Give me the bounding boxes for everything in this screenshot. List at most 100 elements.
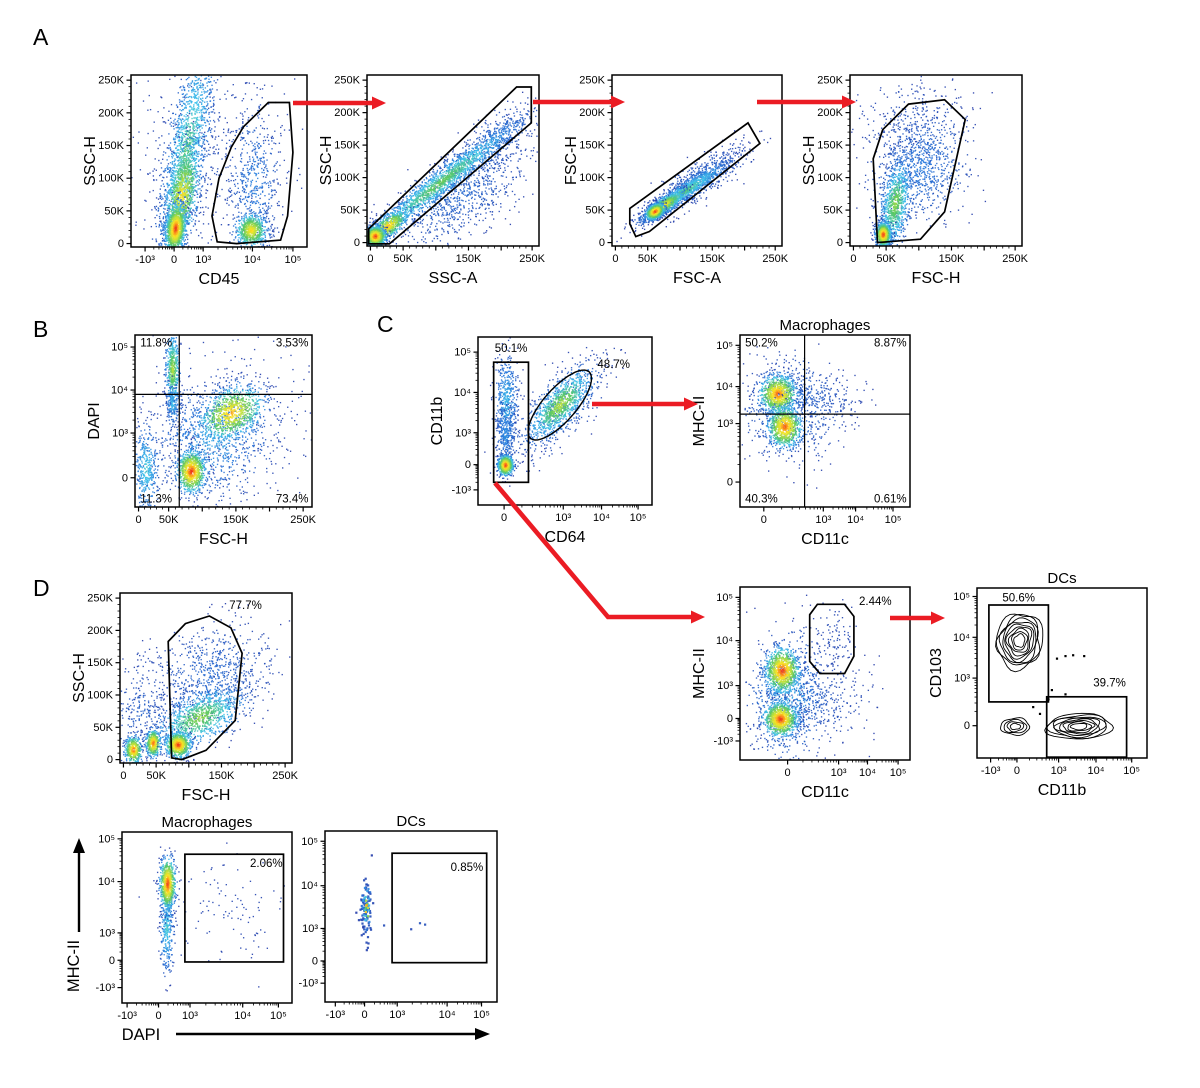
- outlier-dot: [1032, 706, 1035, 709]
- y-axis-label: MHC-II: [691, 648, 708, 699]
- plot-a2: 0 50K 150K 250K SSC-A 0 50K 100K 150K 200K 250K SSC…: [317, 55, 555, 292]
- y-tick-label: 0: [599, 237, 605, 249]
- y-tick-label: 250K: [817, 75, 843, 87]
- y-tick-label: 250K: [334, 75, 360, 87]
- plot-overlay-c_cd64: 0 10³ 10⁴ 10⁵ CD64 -10³ 0 10³ 10⁴ 10⁵ CD11b 50.1% 48…: [429, 336, 653, 546]
- plot-frame: [849, 74, 1023, 247]
- gate-percentage: 11.8%: [140, 338, 172, 350]
- y-tick-label: 10³: [112, 428, 128, 440]
- y-tick-label: 10³: [717, 680, 733, 692]
- y-tick-label: 0: [964, 720, 970, 732]
- plot-overlay-c_mac: 0 10³ 10⁴ 10⁵ CD11c 0 10³ 10⁴ 10⁵ MHC-II 50.2% 8.87…: [691, 317, 911, 548]
- plot-overlay-a4: 0 50K 150K 250K FSC-H 0 50K 100K 150K 200K 250K SSC…: [801, 74, 1029, 287]
- density-canvas: [135, 335, 312, 507]
- x-tick-label: 250K: [762, 253, 788, 265]
- x-tick-label: 250K: [272, 770, 298, 782]
- y-axis-label: MHC-II: [691, 396, 708, 447]
- gate: [1045, 695, 1128, 759]
- y-tick-label: 50K: [823, 205, 843, 217]
- gate-percentage: 11.3%: [140, 493, 172, 505]
- plot-title: Macrophages: [780, 317, 871, 334]
- y-tick-label: 100K: [579, 172, 605, 184]
- plot-overlay-a1: -10³ 0 10³ 10⁴ 10⁵ CD45 0 50K 100K 150K 200K 250K SS…: [82, 74, 308, 288]
- x-tick-label: 50K: [638, 253, 658, 265]
- x-tick-label: 10³: [831, 767, 847, 779]
- y-tick-label: 100K: [87, 690, 113, 702]
- y-tick-label: 0: [107, 754, 113, 766]
- x-tick-label: 10³: [815, 514, 831, 526]
- y-tick-label: 100K: [98, 173, 124, 185]
- y-axis-label: DAPI: [86, 402, 103, 439]
- plot-c_dcs: -10³ 0 10³ 10⁴ 10⁵ CD11b 0 10³ 10⁴ 10⁵ CD103 50.6% 3…: [927, 568, 1163, 804]
- x-tick-label: 250K: [1002, 253, 1028, 265]
- outlier-dot: [1055, 657, 1059, 660]
- x-tick-label: 0: [135, 514, 141, 526]
- x-tick-label: 0: [120, 770, 126, 782]
- y-tick-label: 200K: [817, 107, 843, 119]
- x-axis-label: CD64: [545, 529, 586, 546]
- contour-ring: [1009, 722, 1022, 731]
- y-tick-label: 0: [727, 477, 733, 489]
- y-axis-label: SSC-H: [71, 653, 88, 703]
- plot-title: Macrophages: [162, 814, 253, 831]
- x-tick-label: 10⁵: [885, 514, 902, 526]
- x-axis-label: CD11c: [801, 784, 849, 801]
- x-tick-label: 10⁴: [1088, 765, 1105, 777]
- outlier-dot: [1083, 655, 1086, 658]
- contour-ring: [1059, 718, 1098, 735]
- y-tick-label: 10⁵: [716, 592, 733, 604]
- x-axis-label: FSC-H: [199, 531, 248, 548]
- y-tick-label: 10³: [954, 673, 970, 685]
- x-tick-label: 50K: [159, 514, 179, 526]
- x-tick-label: -10³: [135, 254, 155, 266]
- y-tick-label: 50K: [585, 205, 605, 217]
- plot-overlay-d_dcs: -10³ 0 10³ 10⁴ 10⁵ -10³ 0 10³ 10⁴ 10⁵ 0.85% DCs: [298, 813, 498, 1021]
- gate-percentage: 50.1%: [495, 343, 528, 355]
- y-tick-label: 0: [837, 237, 843, 249]
- density-canvas: [740, 335, 910, 507]
- y-tick-label: 0: [118, 238, 124, 250]
- x-tick-label: 0: [501, 512, 507, 524]
- gate-percentage: 39.7%: [1093, 677, 1126, 689]
- x-tick-label: 50K: [876, 253, 896, 265]
- y-tick-label: 10⁴: [716, 381, 733, 393]
- panel-label-d: D: [33, 575, 50, 601]
- density-canvas: [478, 337, 652, 505]
- x-axis-label: CD45: [199, 271, 240, 288]
- gate-percentage: 77.7%: [229, 600, 262, 612]
- gate: [184, 853, 285, 963]
- y-tick-label: 10³: [302, 923, 318, 935]
- plot-a3: 0 50K 150K 250K FSC-A 0 50K 100K 150K 200K 250K FSC…: [562, 55, 798, 292]
- outlier-dot: [1072, 654, 1075, 657]
- gate: [527, 369, 593, 441]
- plot-frame: [324, 830, 498, 1003]
- plot-frame: [134, 334, 313, 508]
- plot-frame: [611, 74, 783, 247]
- gate-percentage: 2.44%: [859, 596, 892, 608]
- y-axis-label: SSC-H: [801, 136, 818, 186]
- x-tick-label: 10³: [195, 254, 211, 266]
- y-tick-label: 10⁵: [301, 836, 318, 848]
- panel-label-b: B: [33, 316, 49, 342]
- y-tick-label: 100K: [334, 172, 360, 184]
- x-axis-label: CD11c: [801, 531, 849, 548]
- x-tick-label: 250K: [519, 253, 545, 265]
- plot-c_mac: 0 10³ 10⁴ 10⁵ CD11c 0 10³ 10⁴ 10⁵ MHC-II 50.2% 8.87…: [690, 315, 926, 553]
- plot-frame: [739, 586, 911, 761]
- contour-ring: [1067, 721, 1093, 732]
- y-tick-label: 10⁵: [716, 340, 733, 352]
- plot-overlay-d_mac: -10³ 0 10³ 10⁴ 10⁵ -10³ 0 10³ 10⁴ 10⁵ 2.06% Macroph…: [95, 814, 293, 1022]
- x-tick-label: 0: [761, 514, 767, 526]
- gate-percentage: 2.06%: [250, 858, 283, 870]
- x-tick-label: 10⁴: [847, 514, 864, 526]
- y-tick-label: 0: [354, 237, 360, 249]
- x-axis-label: FSC-H: [182, 787, 231, 804]
- gate-percentage: 73.4%: [276, 493, 309, 505]
- y-axis-label: SSC-H: [318, 136, 335, 186]
- x-tick-label: 150K: [699, 253, 725, 265]
- y-tick-label: 250K: [87, 593, 113, 605]
- contour-ring: [1006, 721, 1025, 733]
- plot-overlay-c_dcs: -10³ 0 10³ 10⁴ 10⁵ CD11b 0 10³ 10⁴ 10⁵ CD103 50.6% 3…: [928, 570, 1148, 799]
- plot-c_cd11c: 0 10³ 10⁴ 10⁵ CD11c -10³ 0 10³ 10⁴ 10⁵ MHC-II 2.44%: [690, 567, 926, 806]
